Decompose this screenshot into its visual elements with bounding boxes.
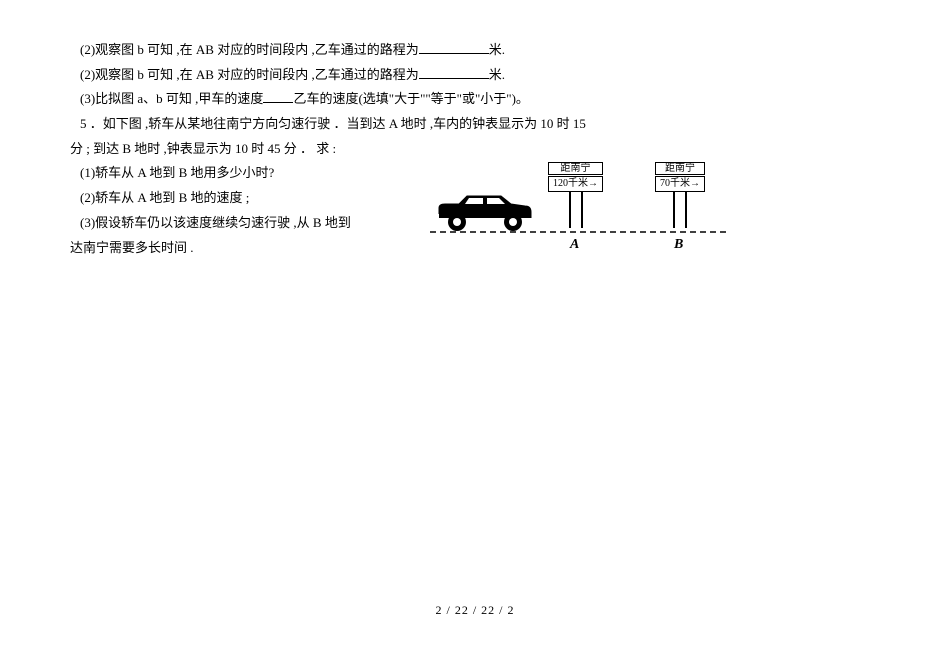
text-line-q5a: 5 ．如下图 ,轿车从某地往南宁方向匀速行驶 ．当到达 A 地时 ,车内的钟表显… [70, 112, 880, 137]
text-line-3: (3)比拟图 a、b 可知 ,甲车的速度 乙车的速度(选填"大于""等于"或"小于… [70, 87, 880, 112]
page-footer: 2 / 22 / 22 / 2 [0, 599, 950, 622]
fill-blank [263, 89, 293, 103]
text: 达南宁需要多长时间 . [70, 240, 194, 255]
document-body: (2)观察图 b 可知 ,在 AB 对应的时间段内 ,乙车通过的路程为米. (2… [70, 38, 880, 260]
sign-posts [655, 192, 705, 228]
sign-b-board: 70千米→ [655, 176, 705, 192]
text: 乙车的速度(选填"大于""等于"或"小于")。 [293, 91, 529, 106]
text: (2)观察图 b 可知 ,在 AB 对应的时间段内 ,乙车通过的路程为 [80, 42, 419, 57]
label-b: B [674, 232, 683, 259]
text: (1)轿车从 A 地到 B 地用多少小时? [80, 165, 274, 180]
label-a: A [570, 232, 579, 259]
post [673, 192, 675, 228]
sign-b: 距南宁 70千米→ [655, 162, 705, 228]
text: (3)比拟图 a、b 可知 ,甲车的速度 [80, 91, 263, 106]
sign-b-top: 距南宁 [655, 162, 705, 175]
text: 米. [489, 42, 505, 57]
text-line-q5b: 分 ; 到达 B 地时 ,钟表显示为 10 时 45 分 ． 求 : [70, 137, 880, 162]
text: 5 ．如下图 ,轿车从某地往南宁方向匀速行驶 ．当到达 A 地时 ,车内的钟表显… [80, 116, 586, 131]
post [569, 192, 571, 228]
text: 米. [489, 67, 505, 82]
sign-a: 距南宁 120千米→ [548, 162, 603, 228]
text: 分 ; 到达 B 地时 ,钟表显示为 10 时 45 分 ． 求 : [70, 141, 336, 156]
car-icon [439, 196, 531, 231]
sign-a-board: 120千米→ [548, 176, 603, 192]
text-line-2b: (2)观察图 b 可知 ,在 AB 对应的时间段内 ,乙车通过的路程为 米. [70, 63, 880, 88]
road-figure: 距南宁 120千米→ 距南宁 70千米→ A B [430, 160, 730, 250]
text: (3)假设轿车仍以该速度继续匀速行驶 ,从 B 地到 [80, 215, 351, 230]
post [685, 192, 687, 228]
text: (2)轿车从 A 地到 B 地的速度 ; [80, 190, 249, 205]
post [581, 192, 583, 228]
text: (2)观察图 b 可知 ,在 AB 对应的时间段内 ,乙车通过的路程为 [80, 67, 419, 82]
fill-blank [419, 65, 489, 79]
fill-blank [419, 40, 489, 54]
sign-posts [548, 192, 603, 228]
text-line-2a: (2)观察图 b 可知 ,在 AB 对应的时间段内 ,乙车通过的路程为 米. [70, 38, 880, 63]
sign-a-top: 距南宁 [548, 162, 603, 175]
